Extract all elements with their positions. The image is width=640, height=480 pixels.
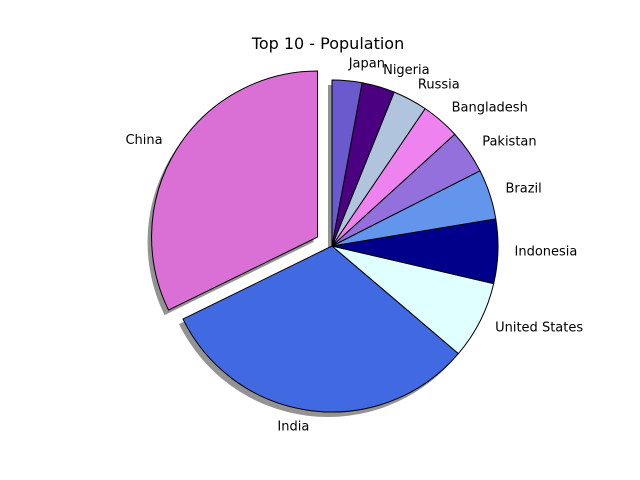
slice-label-nigeria: Nigeria: [383, 63, 430, 78]
slice-label-indonesia: Indonesia: [515, 244, 578, 259]
slice-label-india: India: [277, 420, 309, 435]
pie-slice-japan: [331, 79, 363, 247]
slice-label-russia: Russia: [418, 77, 460, 92]
pie-slice-china: [151, 70, 319, 311]
slice-label-bangladesh: Bangladesh: [452, 101, 528, 116]
slice-label-united-states: United States: [495, 321, 583, 336]
slice-label-pakistan: Pakistan: [482, 135, 536, 150]
slice-label-brazil: Brazil: [506, 182, 542, 197]
slice-label-china: China: [125, 133, 162, 148]
chart-title: Top 10 - Population: [251, 34, 404, 53]
slice-label-japan: Japan: [348, 57, 385, 72]
slice-labels: China India United States Indonesia Brazil Pa…: [125, 57, 583, 435]
pie-slice-india: [182, 245, 459, 413]
pie-slices: [151, 70, 499, 413]
